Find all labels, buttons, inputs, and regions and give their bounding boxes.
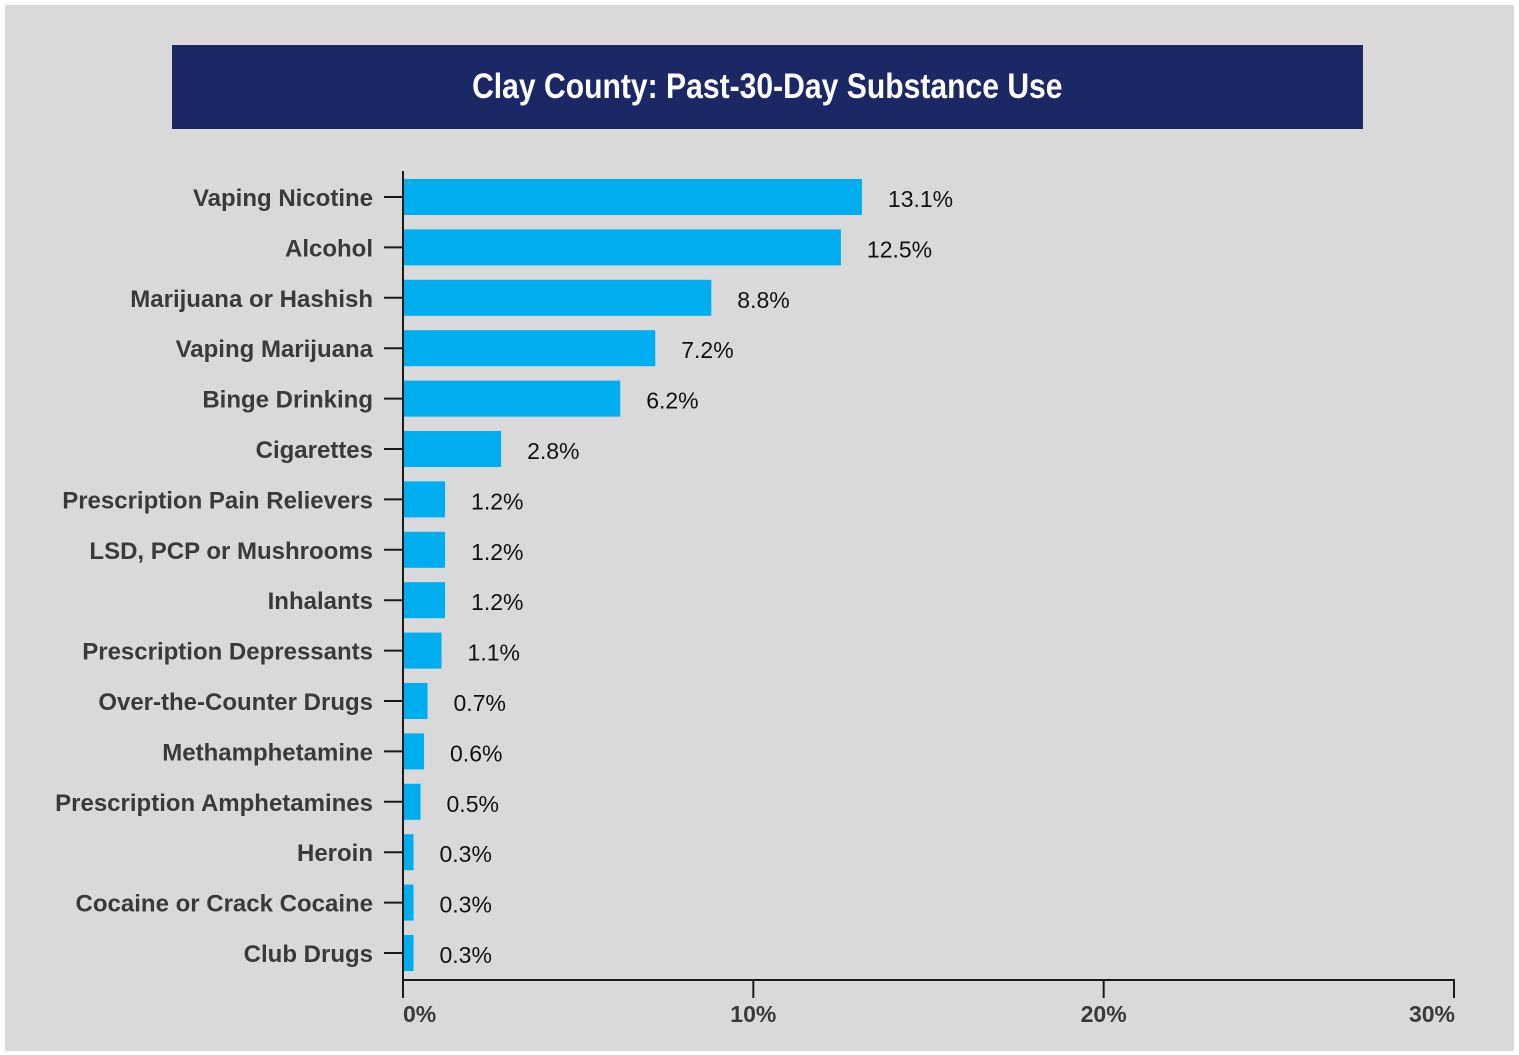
data-label: 1.2% — [471, 539, 523, 565]
data-label: 1.1% — [468, 640, 520, 666]
chart-title: Clay County: Past-30-Day Substance Use — [472, 67, 1063, 106]
bar — [404, 632, 442, 669]
category-label: Prescription Depressants — [82, 639, 373, 666]
bar — [404, 783, 421, 820]
bar — [404, 380, 621, 417]
data-label: 0.3% — [440, 841, 492, 867]
category-label: Prescription Amphetamines — [55, 790, 373, 817]
category-label: Prescription Pain Relievers — [62, 487, 373, 514]
data-label: 0.3% — [440, 942, 492, 968]
data-label: 7.2% — [681, 337, 733, 363]
bar — [404, 179, 862, 215]
bar — [404, 582, 446, 619]
bar — [404, 330, 656, 367]
data-label: 8.8% — [737, 287, 789, 313]
data-label: 1.2% — [471, 488, 523, 514]
bar — [404, 884, 414, 921]
x-tick-label: 0% — [403, 1001, 436, 1027]
category-label: Vaping Nicotine — [193, 185, 373, 212]
bar — [404, 229, 841, 266]
data-label: 0.7% — [454, 690, 506, 716]
data-label: 2.8% — [527, 438, 579, 464]
category-label: Marijuana or Hashish — [130, 286, 373, 313]
category-label: Heroin — [297, 840, 373, 867]
bar — [404, 834, 414, 871]
bar — [404, 935, 414, 971]
category-label: Alcohol — [285, 235, 373, 262]
category-label: Vaping Marijuana — [176, 336, 374, 363]
data-label: 0.3% — [440, 892, 492, 918]
x-tick-label: 20% — [1081, 1001, 1127, 1027]
title-banner: Clay County: Past-30-Day Substance Use — [172, 45, 1363, 129]
category-label: Over-the-Counter Drugs — [98, 689, 373, 716]
category-label: Methamphetamine — [162, 739, 373, 766]
data-label: 1.2% — [471, 589, 523, 615]
x-tick-label: 30% — [1409, 1001, 1455, 1027]
data-label: 13.1% — [888, 186, 953, 212]
x-tick-label: 10% — [730, 1001, 776, 1027]
bar — [404, 431, 502, 467]
category-label: Binge Drinking — [202, 387, 373, 414]
category-label: Club Drugs — [244, 941, 373, 968]
bar — [404, 279, 712, 316]
data-label: 6.2% — [646, 388, 698, 414]
bar — [404, 733, 425, 770]
bar — [404, 481, 446, 518]
category-label: LSD, PCP or Mushrooms — [89, 538, 373, 565]
bar — [404, 531, 446, 568]
category-label: Cocaine or Crack Cocaine — [76, 891, 373, 918]
bar — [404, 683, 428, 719]
category-label: Inhalants — [268, 588, 373, 615]
data-label: 0.5% — [447, 791, 499, 817]
data-label: 0.6% — [450, 740, 502, 766]
data-label: 12.5% — [867, 236, 932, 262]
category-label: Cigarettes — [256, 437, 373, 464]
